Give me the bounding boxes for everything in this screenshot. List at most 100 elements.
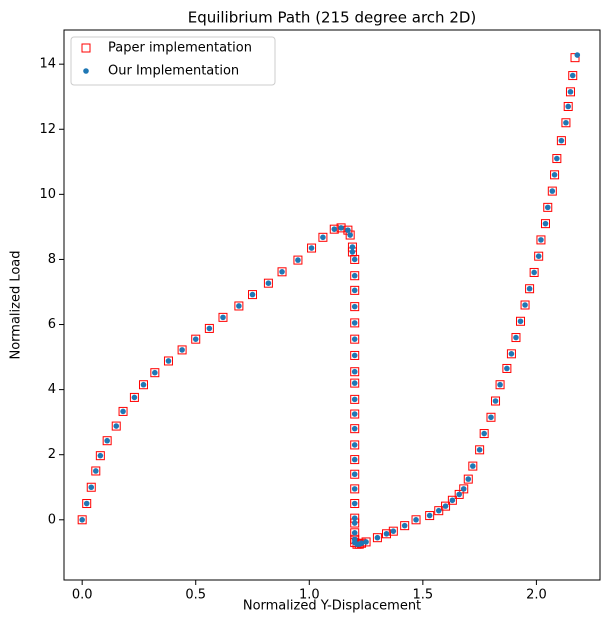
y-tick-label: 2	[48, 447, 56, 462]
point	[479, 429, 489, 439]
point	[449, 497, 456, 504]
point	[481, 430, 487, 437]
point	[120, 408, 126, 415]
point	[535, 253, 542, 259]
point	[92, 468, 99, 474]
point	[293, 255, 303, 265]
point	[435, 507, 442, 514]
point	[351, 380, 358, 386]
point	[547, 186, 557, 196]
point	[129, 392, 139, 402]
point	[456, 491, 462, 498]
point	[492, 398, 499, 404]
y-axis-label: Normalized Load	[9, 250, 24, 359]
point	[565, 103, 572, 110]
point	[388, 526, 398, 536]
point	[277, 267, 287, 277]
point	[248, 290, 258, 300]
point	[525, 284, 535, 294]
point	[351, 320, 358, 326]
point	[434, 506, 444, 516]
y-tick-label: 14	[39, 57, 56, 72]
point	[351, 500, 358, 507]
point	[351, 471, 358, 478]
point	[350, 440, 360, 450]
point	[102, 436, 112, 446]
legend-label: Paper implementation	[108, 41, 252, 56]
point	[491, 396, 501, 406]
point	[372, 533, 382, 543]
point	[542, 220, 549, 227]
point	[502, 363, 512, 373]
chart-title: Equilibrium Path (215 degree arch 2D)	[188, 9, 477, 27]
point	[350, 455, 360, 465]
point	[179, 347, 185, 353]
point	[447, 495, 457, 505]
point	[97, 452, 104, 459]
point	[520, 300, 530, 310]
point	[561, 118, 571, 128]
point	[565, 87, 575, 97]
legend-box	[70, 36, 276, 86]
point	[88, 484, 95, 491]
point	[350, 484, 360, 494]
point	[442, 503, 449, 509]
x-axis-label: Normalized Y-Displacement	[243, 599, 421, 614]
point	[177, 345, 187, 355]
point	[511, 333, 521, 343]
point	[350, 409, 360, 419]
point	[236, 303, 242, 309]
point	[165, 358, 172, 364]
point	[513, 334, 519, 341]
point	[531, 269, 537, 276]
point	[350, 318, 360, 328]
point	[350, 254, 360, 264]
point	[111, 421, 121, 431]
point	[522, 302, 528, 308]
point	[550, 170, 560, 180]
point	[465, 476, 472, 482]
y-tick-label: 10	[39, 187, 56, 202]
point	[163, 356, 173, 366]
point	[413, 516, 419, 523]
point	[351, 530, 358, 536]
point	[441, 501, 451, 511]
point	[104, 437, 110, 444]
point	[350, 378, 360, 388]
point	[529, 267, 539, 277]
point	[350, 302, 360, 312]
point	[204, 323, 214, 333]
point	[351, 396, 358, 403]
point	[459, 484, 469, 494]
y-tick-label: 0	[48, 512, 56, 527]
point	[349, 249, 356, 255]
point	[350, 334, 360, 344]
point	[563, 101, 573, 111]
point	[468, 461, 478, 471]
point	[79, 516, 85, 523]
point	[554, 155, 560, 162]
point	[351, 425, 358, 432]
point	[220, 314, 226, 321]
point	[568, 71, 578, 81]
point	[82, 499, 92, 509]
point	[350, 499, 360, 509]
x-tick-label: 1.5	[413, 588, 434, 603]
point	[401, 522, 408, 529]
point	[350, 424, 360, 434]
point	[497, 381, 503, 388]
point	[86, 482, 96, 492]
point	[383, 530, 390, 537]
point	[338, 225, 344, 231]
point	[206, 325, 213, 332]
point	[140, 381, 147, 388]
point	[351, 368, 358, 375]
point	[83, 500, 90, 507]
point	[249, 291, 256, 298]
point	[345, 227, 351, 233]
point	[538, 237, 544, 243]
point	[131, 394, 138, 401]
point	[350, 271, 360, 281]
x-tick-label: 2.0	[526, 588, 547, 603]
